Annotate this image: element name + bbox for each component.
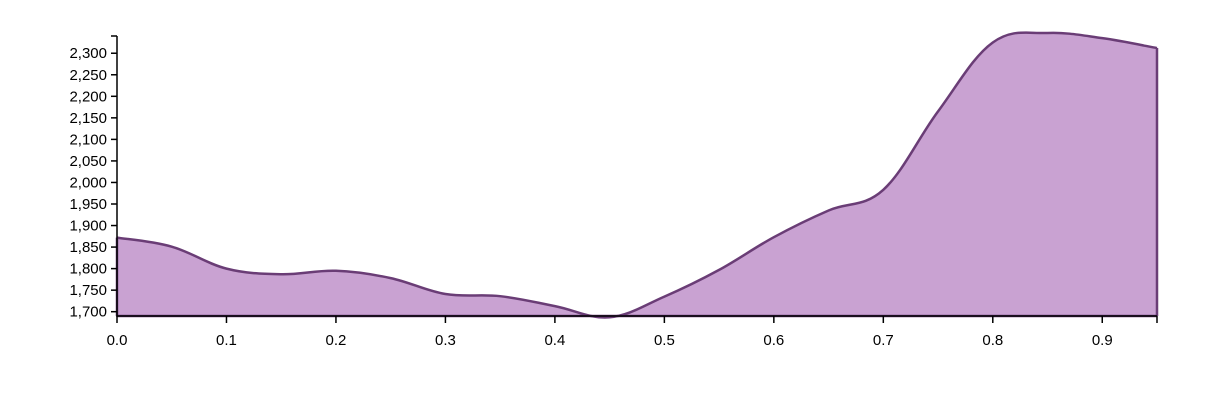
area-layer xyxy=(115,31,1159,319)
x-tick-label: 0.2 xyxy=(326,332,347,349)
x-axis: 0.0 0.1 0.2 0.3 0.4 0.5 0.6 0.7 0.8 0.9 xyxy=(107,315,1158,349)
y-tick-label: 1,850 xyxy=(69,239,107,256)
y-tick-label: 2,050 xyxy=(69,153,107,170)
y-tick-label: 1,950 xyxy=(69,196,107,213)
y-tick-label: 2,250 xyxy=(69,67,107,84)
x-tick-label: 0.6 xyxy=(763,332,784,349)
y-tick-label: 1,700 xyxy=(69,304,107,321)
x-tick-label: 0.9 xyxy=(1092,332,1113,349)
x-tick-label: 0.7 xyxy=(873,332,894,349)
y-tick-label: 1,900 xyxy=(69,218,107,235)
x-tick-label: 0.0 xyxy=(107,332,128,349)
y-axis: 1,700 1,750 1,800 1,850 1,900 1,950 2,000 2,050… xyxy=(69,35,118,321)
y-tick-label: 2,300 xyxy=(69,45,107,62)
y-tick-label: 2,200 xyxy=(69,88,107,105)
y-tick-label: 2,150 xyxy=(69,110,107,127)
area-line xyxy=(116,31,1158,319)
x-tick-label: 0.5 xyxy=(654,332,675,349)
y-tick-label: 2,100 xyxy=(69,131,107,148)
y-tick-label: 1,750 xyxy=(69,282,107,299)
x-tick-label: 0.8 xyxy=(982,332,1003,349)
y-tick-label: 2,000 xyxy=(69,174,107,191)
x-tick-label: 0.4 xyxy=(544,332,565,349)
x-tick-label: 0.3 xyxy=(435,332,456,349)
area-fill xyxy=(117,32,1157,318)
y-tick-label: 1,800 xyxy=(69,261,107,278)
x-tick-label: 0.1 xyxy=(216,332,237,349)
